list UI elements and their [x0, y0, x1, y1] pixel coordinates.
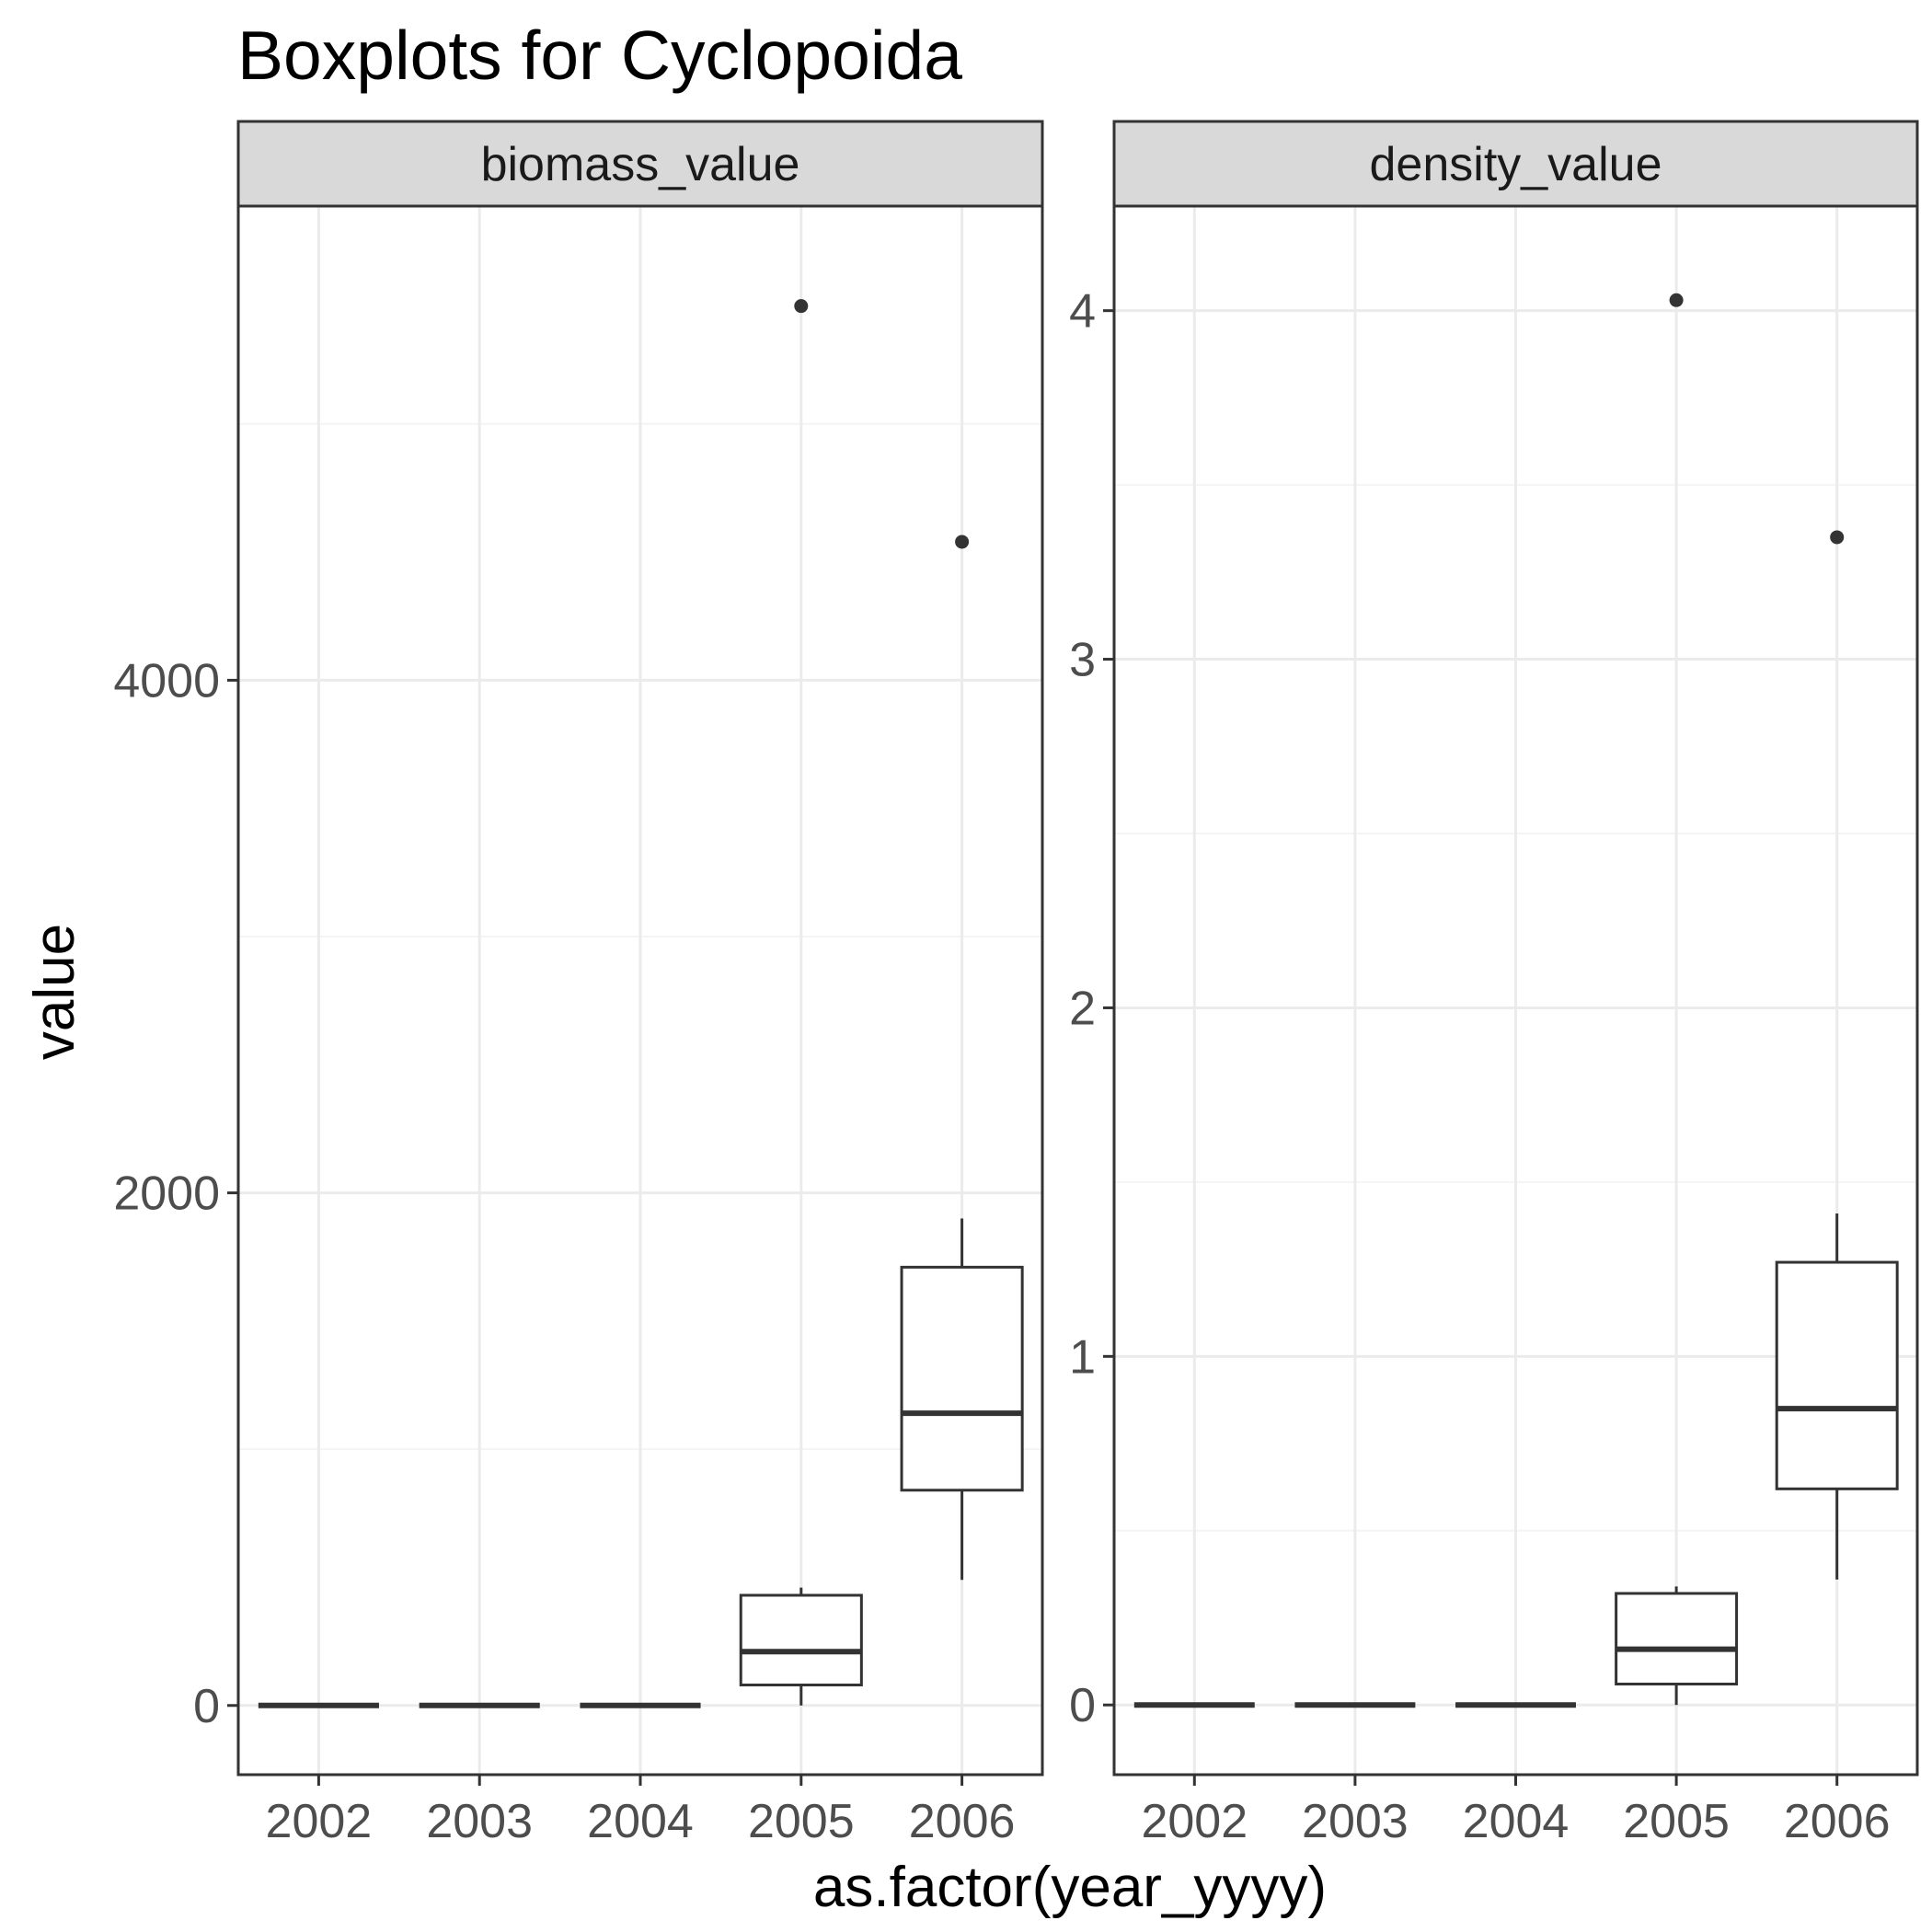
- box-biomass-value-2006: [900, 535, 1024, 1581]
- x-tick-label: 2002: [266, 1795, 373, 1848]
- outlier-point: [1669, 293, 1684, 307]
- y-axis-label: value: [23, 924, 86, 1060]
- y-tick-label: 4: [1069, 285, 1096, 339]
- outlier-point: [955, 535, 970, 549]
- x-tick-label: 2004: [587, 1795, 694, 1848]
- box-density-value-2005: [1615, 293, 1739, 1706]
- y-tick-label: 0: [193, 1680, 220, 1733]
- facet-strip-label: biomass_value: [481, 138, 800, 191]
- x-tick-label: 2003: [426, 1795, 533, 1848]
- facet-panel-biomass-value: biomass_value 0 2000 4000 2002 2003 2004 2005 20…: [113, 120, 1044, 1848]
- y-tick-label: 1: [1069, 1330, 1096, 1384]
- box-iqr: [900, 1265, 1024, 1492]
- y-tick-label: 4000: [113, 654, 220, 707]
- x-tick-label: 2004: [1463, 1795, 1570, 1848]
- x-tick-label: 2005: [1623, 1795, 1730, 1848]
- outlier-point: [1830, 530, 1845, 545]
- box-iqr: [1775, 1260, 1899, 1490]
- box-iqr: [1615, 1592, 1739, 1685]
- x-tick-label: 2002: [1141, 1795, 1248, 1848]
- outlier-point: [794, 299, 809, 314]
- facet-panel-density-value: density_value 0 1 2 3 4 2002 2003 2004 2005 2006: [1069, 120, 1919, 1848]
- box-biomass-value-2005: [739, 299, 863, 1706]
- x-axis-label: as.factor(year_yyyy): [813, 1856, 1327, 1919]
- x-tick-label: 2006: [1784, 1795, 1891, 1848]
- y-tick-label: 2: [1069, 982, 1096, 1035]
- x-tick-label: 2003: [1302, 1795, 1409, 1848]
- facet-strip-label: density_value: [1370, 138, 1662, 191]
- facet-strip: [236, 120, 1044, 208]
- box-density-value-2006: [1775, 530, 1899, 1580]
- y-tick-label: 3: [1069, 634, 1096, 687]
- facet-strip: [1112, 120, 1919, 208]
- chart-title: Boxplots for Cyclopoida: [237, 17, 962, 94]
- box-iqr: [739, 1593, 863, 1686]
- y-tick-label: 2000: [113, 1167, 220, 1221]
- x-tick-label: 2005: [748, 1795, 855, 1848]
- x-tick-label: 2006: [909, 1795, 1016, 1848]
- y-tick-label: 0: [1069, 1679, 1096, 1732]
